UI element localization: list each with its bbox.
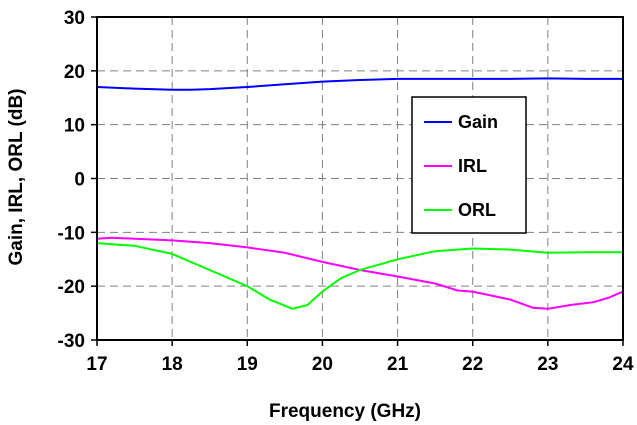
x-tick-label: 24	[612, 354, 634, 375]
x-tick-label: 19	[237, 354, 258, 375]
x-tick-label: 20	[312, 354, 333, 375]
y-tick-label: -10	[58, 223, 85, 244]
y-tick-label: -30	[58, 331, 85, 352]
x-tick-label: 22	[462, 354, 483, 375]
legend-label-gain: Gain	[458, 112, 498, 132]
x-tick-label: 18	[162, 354, 183, 375]
legend-label-orl: ORL	[458, 200, 496, 220]
x-axis-title: Frequency (GHz)	[269, 401, 421, 422]
y-tick-label: 30	[64, 8, 85, 29]
y-axis-title: Gain, IRL, ORL (dB)	[6, 89, 27, 266]
y-tick-label: 20	[64, 62, 85, 83]
y-tick-label: -20	[58, 277, 85, 298]
x-tick-label: 21	[387, 354, 409, 375]
series-line-orl	[96, 242, 623, 310]
axis-ticks: 17 18 19 20 21 22 23 24 30 20 10 0 -10 -20 -30	[58, 8, 634, 375]
y-tick-label: 10	[64, 116, 85, 137]
x-tick-label: 17	[86, 354, 107, 375]
legend: Gain IRL ORL	[411, 96, 527, 234]
series-lines	[96, 77, 624, 310]
x-tick-label: 23	[537, 354, 558, 375]
grid-lines	[97, 17, 623, 340]
legend-label-irl: IRL	[458, 156, 487, 176]
series-line-irl	[96, 236, 624, 310]
series-line-gain	[96, 77, 623, 91]
y-tick-label: 0	[74, 170, 85, 191]
